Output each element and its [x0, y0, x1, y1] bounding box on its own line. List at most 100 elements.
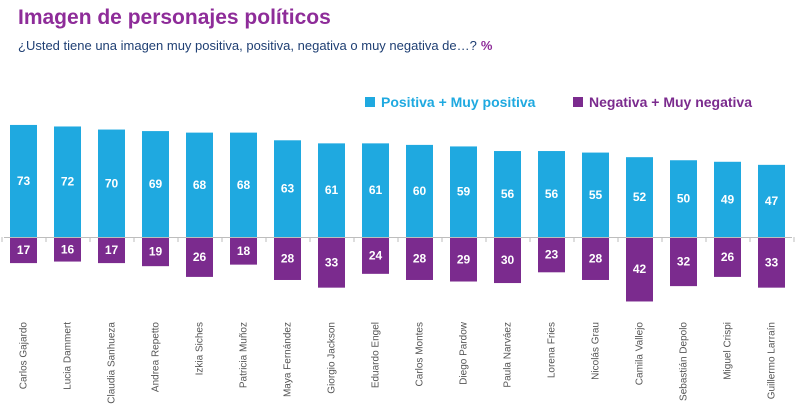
bar-positive-label: 47 — [765, 194, 779, 208]
bar-positive-label: 68 — [237, 178, 251, 192]
bar-negative — [758, 237, 785, 288]
bar-negative-label: 17 — [17, 243, 31, 257]
category-label: Guillermo Larraín — [767, 322, 778, 399]
bar-positive-label: 49 — [721, 192, 735, 206]
bar-positive — [450, 146, 477, 237]
bar-positive — [186, 132, 213, 237]
category-label: Carlos Gajardo — [19, 322, 30, 390]
bar-positive-label: 52 — [633, 190, 647, 204]
category-label: Paula Narváez — [503, 322, 514, 388]
legend-negative-label: Negativa + Muy negativa — [589, 94, 753, 110]
bar-negative-label: 24 — [369, 248, 383, 262]
bar-negative-label: 33 — [325, 255, 339, 269]
category-label: Lucia Dammert — [63, 322, 74, 390]
subtitle-unit: % — [480, 38, 493, 53]
category-label: Camila Vallejo — [635, 322, 646, 386]
bar-negative — [10, 237, 37, 264]
bar-positive-label: 56 — [501, 187, 515, 201]
bar-positive-label: 63 — [281, 182, 295, 196]
bar-positive — [714, 161, 741, 237]
bar-positive — [582, 152, 609, 237]
legend-positive-swatch — [365, 97, 375, 107]
bar-negative — [186, 237, 213, 277]
bar-positive — [670, 160, 697, 237]
bar-positive-label: 59 — [457, 185, 471, 199]
bar-negative — [54, 237, 81, 262]
bar-negative-label: 28 — [281, 251, 295, 265]
bar-negative-label: 29 — [457, 252, 471, 266]
bar-positive — [626, 157, 653, 237]
chart-title: Imagen de personajes políticos — [18, 6, 331, 29]
bar-positive — [230, 132, 257, 237]
bar-negative-label: 23 — [545, 248, 559, 262]
legend-positive-label: Positiva + Muy positiva — [381, 94, 536, 110]
bar-positive — [274, 140, 301, 237]
bar-positive-label: 70 — [105, 176, 119, 190]
bar-positive — [142, 131, 169, 237]
category-label: Andrea Repetto — [151, 322, 162, 392]
bar-negative-label: 28 — [413, 251, 427, 265]
bar-positive — [54, 126, 81, 237]
bar-negative-label: 17 — [105, 243, 119, 257]
bar-negative — [582, 237, 609, 280]
bar-positive — [98, 129, 125, 237]
legend-negative: Negativa + Muy negativa — [573, 92, 752, 112]
bar-negative — [230, 237, 257, 265]
bar-negative — [142, 237, 169, 267]
bar-negative-label: 16 — [61, 242, 75, 256]
bar-negative — [714, 237, 741, 277]
bar-positive — [406, 144, 433, 237]
bar-positive-label: 55 — [589, 188, 603, 202]
bar-positive-label: 56 — [545, 187, 559, 201]
bar-positive-label: 68 — [193, 178, 207, 192]
bar-positive — [494, 151, 521, 237]
bar-negative — [406, 237, 433, 280]
category-label: Nicolás Grau — [591, 322, 602, 380]
category-label: Lorena Fries — [547, 322, 558, 378]
bar-positive-label: 69 — [149, 177, 163, 191]
bar-negative — [98, 237, 125, 264]
bar-negative-label: 30 — [501, 253, 515, 267]
bar-negative — [670, 237, 697, 287]
subtitle-question: ¿Usted tiene una imagen muy positiva, po… — [18, 38, 477, 53]
bar-negative — [494, 237, 521, 284]
bar-negative — [318, 237, 345, 288]
bar-positive-label: 61 — [369, 183, 383, 197]
bar-positive-label: 50 — [677, 192, 691, 206]
bar-negative-label: 32 — [677, 255, 691, 269]
bar-negative-label: 28 — [589, 251, 603, 265]
bar-positive-label: 72 — [61, 175, 75, 189]
category-label: Eduardo Engel — [371, 322, 382, 388]
bar-positive — [758, 164, 785, 237]
bar-negative — [274, 237, 301, 280]
bar-positive-label: 73 — [17, 174, 31, 188]
bar-negative-label: 26 — [721, 250, 735, 264]
chart-subtitle: ¿Usted tiene una imagen muy positiva, po… — [18, 38, 492, 53]
category-label: Patricia Muñoz — [239, 322, 250, 388]
category-label: Izkia Siches — [195, 322, 206, 375]
bar-negative-label: 26 — [193, 250, 207, 264]
bar-positive — [10, 124, 37, 237]
bar-negative-label: 19 — [149, 245, 163, 259]
bar-positive-label: 61 — [325, 183, 339, 197]
category-label: Giorgio Jackson — [327, 322, 338, 394]
category-label: Carlos Montes — [415, 322, 426, 386]
bar-positive — [318, 143, 345, 237]
legend-negative-swatch — [573, 97, 583, 107]
category-label: Maya Fernández — [283, 322, 294, 397]
category-label: Miguel Crispi — [723, 322, 734, 380]
bar-positive — [538, 151, 565, 237]
category-label: Claudia Sanhueza — [107, 322, 118, 404]
bar-negative-label: 33 — [765, 255, 779, 269]
category-label: Diego Pardow — [459, 321, 470, 385]
bar-positive — [362, 143, 389, 237]
bar-negative — [538, 237, 565, 273]
bar-negative — [626, 237, 653, 302]
category-label: Sebastián Depolo — [679, 322, 690, 401]
bar-negative — [450, 237, 477, 282]
bar-negative-label: 18 — [237, 244, 251, 258]
legend-positive: Positiva + Muy positiva — [365, 92, 535, 112]
bar-negative-label: 42 — [633, 262, 647, 276]
bar-negative — [362, 237, 389, 274]
